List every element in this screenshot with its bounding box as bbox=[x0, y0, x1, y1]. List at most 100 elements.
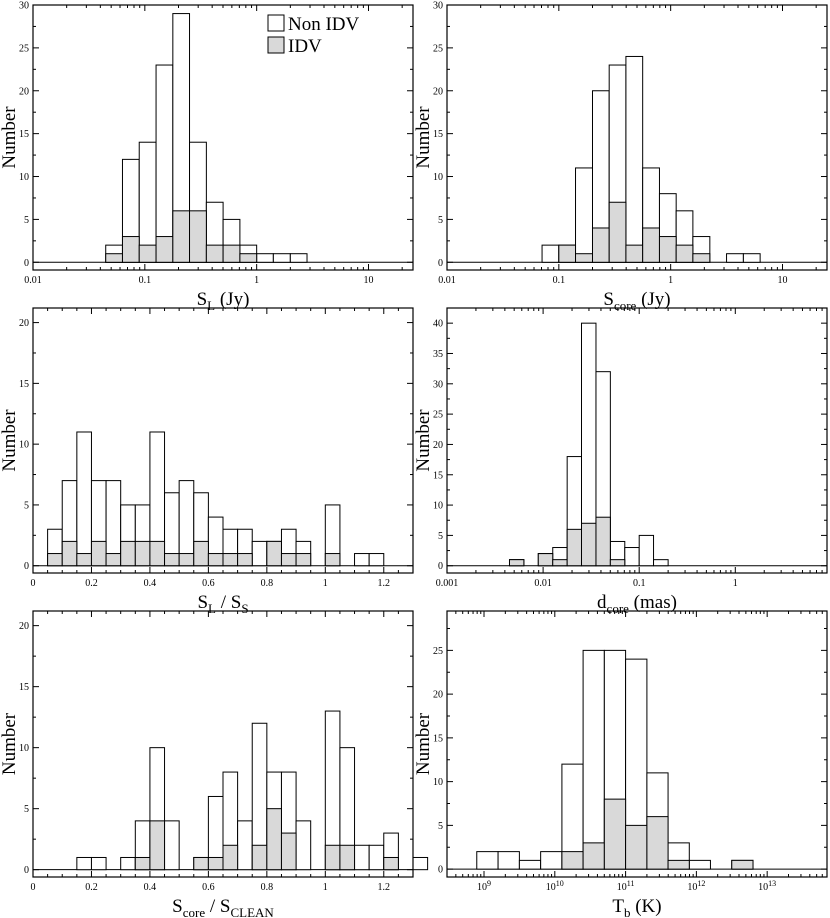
x-tick-label: 0.8 bbox=[261, 578, 274, 589]
bar-idv bbox=[76, 553, 92, 567]
bar-non-idv bbox=[541, 244, 560, 263]
bar-idv bbox=[222, 553, 239, 567]
bar-idv bbox=[266, 540, 282, 567]
y-tick-label: 25 bbox=[19, 43, 29, 54]
bar-idv bbox=[121, 236, 140, 263]
y-tick-label: 5 bbox=[438, 821, 443, 832]
bar-idv bbox=[222, 844, 239, 871]
x-tick-label: 0.1 bbox=[553, 275, 566, 286]
bar-idv bbox=[595, 516, 611, 567]
x-label-main: T bbox=[612, 896, 624, 917]
x-label-main2: S bbox=[220, 896, 231, 917]
y-tick-label: 5 bbox=[438, 531, 443, 542]
bar-idv bbox=[149, 540, 166, 567]
y-tick-label: 5 bbox=[438, 215, 443, 226]
bar-idv bbox=[608, 201, 627, 263]
bar-idv bbox=[105, 553, 122, 567]
x-label-sub2: CLEAN bbox=[230, 905, 274, 918]
x-label-unit: (mas) bbox=[629, 592, 677, 613]
y-tick-label: 15 bbox=[433, 470, 443, 481]
x-label-main2: S bbox=[231, 592, 242, 613]
bar-non-idv bbox=[164, 820, 180, 871]
y-tick-label: 10 bbox=[19, 743, 29, 754]
plot-frame bbox=[446, 307, 828, 574]
bar-non-idv bbox=[688, 859, 711, 870]
bar-idv bbox=[642, 227, 660, 263]
bar-non-idv bbox=[368, 844, 385, 871]
bar-non-idv bbox=[624, 547, 640, 567]
bar-non-idv bbox=[76, 856, 92, 871]
x-tick-label: 1 bbox=[323, 882, 328, 893]
plot-frame bbox=[446, 610, 828, 878]
y-tick-label: 10 bbox=[19, 440, 29, 451]
x-tick-label: 1.2 bbox=[378, 882, 391, 893]
bar-idv bbox=[172, 210, 191, 263]
x-tick-label: 0.1 bbox=[139, 275, 152, 286]
bar-non-idv bbox=[295, 820, 312, 871]
y-tick-label: 0 bbox=[24, 865, 29, 876]
bar-idv bbox=[47, 553, 63, 567]
bar-non-idv bbox=[518, 859, 542, 870]
bar-non-idv bbox=[120, 856, 136, 871]
bar-non-idv bbox=[76, 431, 92, 567]
y-tick-label: 15 bbox=[19, 682, 29, 693]
bar-non-idv bbox=[105, 480, 122, 567]
y-tick-label: 25 bbox=[433, 43, 443, 54]
bar-idv bbox=[324, 844, 341, 871]
x-label-main: S bbox=[172, 896, 183, 917]
bar-idv bbox=[591, 227, 610, 263]
x-tick-label: 0.6 bbox=[202, 578, 215, 589]
bar-non-idv bbox=[575, 167, 593, 263]
bar-idv bbox=[222, 244, 241, 263]
x-label-unit: (Jy) bbox=[215, 289, 249, 310]
x-tick-label: 0.01 bbox=[24, 275, 42, 286]
bar-idv bbox=[667, 859, 690, 870]
bar-idv bbox=[155, 236, 174, 263]
bar-idv bbox=[561, 851, 584, 870]
bar-idv bbox=[575, 253, 593, 263]
x-tick-label: 109 bbox=[477, 879, 491, 893]
x-tick-label: 0.01 bbox=[438, 275, 456, 286]
y-tick-label: 25 bbox=[433, 410, 443, 421]
bar-idv bbox=[90, 540, 107, 567]
bar-idv bbox=[134, 540, 151, 567]
x-label-sub: core bbox=[183, 905, 206, 918]
bar-idv bbox=[189, 210, 207, 263]
bar-non-idv bbox=[412, 856, 429, 871]
bar-idv bbox=[566, 528, 583, 567]
x-tick-label: 1013 bbox=[758, 879, 776, 893]
y-tick-label: 10 bbox=[433, 172, 443, 183]
x-tick-label: 0 bbox=[31, 882, 36, 893]
x-tick-label: 0.001 bbox=[436, 578, 459, 589]
bar-idv bbox=[625, 824, 648, 870]
bar-idv bbox=[193, 540, 209, 567]
y-tick-label: 20 bbox=[19, 621, 29, 632]
bar-idv bbox=[731, 859, 754, 870]
chart-sl: 0 5 10 15 20 25 30 0.01 0.1 1 10 Number SL (Jy) Non I… bbox=[0, 1, 414, 313]
x-label-sub: core bbox=[607, 601, 630, 616]
x-tick-exponent: 12 bbox=[697, 879, 705, 888]
bar-idv bbox=[237, 553, 253, 567]
bar-non-idv bbox=[90, 856, 107, 871]
y-tick-label: 5 bbox=[24, 215, 29, 226]
x-tick-label: 0.8 bbox=[261, 882, 274, 893]
bar-non-idv bbox=[256, 253, 274, 263]
bar-idv bbox=[692, 253, 711, 263]
x-tick-label: 0.4 bbox=[144, 882, 157, 893]
chart-dcore: 0 5 10 15 20 25 30 35 40 0.001 0.01 0.1 1 Number dcore… bbox=[413, 307, 828, 616]
y-axis-label: Number bbox=[413, 409, 434, 472]
bar-idv bbox=[324, 553, 341, 567]
y-axis-label: Number bbox=[0, 106, 20, 169]
bar-idv bbox=[537, 553, 554, 567]
y-tick-label: 40 bbox=[433, 319, 443, 330]
x-label-unit: (Jy) bbox=[636, 289, 670, 310]
y-tick-label: 15 bbox=[19, 379, 29, 390]
y-tick-label: 15 bbox=[433, 733, 443, 744]
x-tick-exponent: 9 bbox=[487, 879, 491, 888]
bar-idv bbox=[552, 559, 568, 567]
y-tick-label: 20 bbox=[433, 86, 443, 97]
x-tick-label: 1 bbox=[254, 275, 259, 286]
